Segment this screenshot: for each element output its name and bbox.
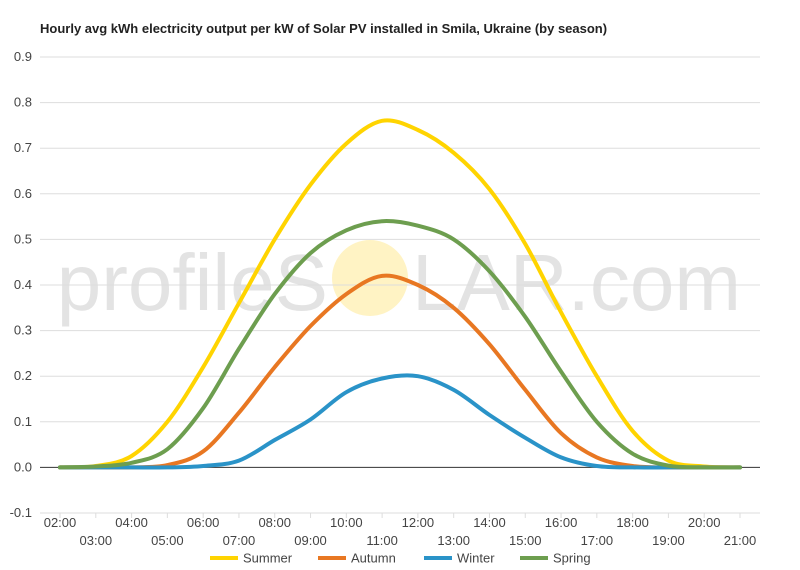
series-line-winter: [58, 373, 742, 470]
y-tick-label: -0.1: [10, 505, 32, 520]
y-tick-label: 0.3: [14, 323, 32, 338]
y-axis-ticks: -0.1 0.0 0.1 0.2 0.3 0.4 0.5 0.6 0.7 0.8 0.9: [10, 49, 32, 520]
legend[interactable]: Summer Autumn Winter Spring: [210, 551, 591, 566]
y-tick-label: 0.0: [14, 459, 32, 474]
legend-item-autumn[interactable]: Autumn: [318, 551, 396, 566]
x-tick-label: 12:00: [402, 515, 435, 530]
x-axis-ticks: 02:0003:0004:0005:0006:0007:0008:0009:00…: [44, 513, 757, 548]
x-tick-label: 18:00: [616, 515, 649, 530]
x-tick-label: 02:00: [44, 515, 77, 530]
y-tick-label: 0.4: [14, 277, 32, 292]
x-tick-label: 20:00: [688, 515, 721, 530]
legend-item-winter[interactable]: Winter: [424, 551, 495, 566]
watermark-text-left: profileS: [57, 238, 328, 327]
x-tick-label: 06:00: [187, 515, 220, 530]
series-lines: [58, 118, 742, 470]
x-tick-label: 05:00: [151, 533, 184, 548]
chart-title: Hourly avg kWh electricity output per kW…: [40, 21, 607, 36]
legend-label: Winter: [457, 551, 495, 566]
y-tick-label: 0.8: [14, 95, 32, 110]
x-tick-label: 07:00: [223, 533, 256, 548]
watermark: profileS LAR.com: [57, 238, 741, 327]
watermark-text-right: LAR.com: [412, 238, 741, 327]
y-tick-label: 0.2: [14, 368, 32, 383]
legend-label: Summer: [243, 551, 293, 566]
x-tick-label: 14:00: [473, 515, 506, 530]
legend-label: Autumn: [351, 551, 396, 566]
x-tick-label: 17:00: [581, 533, 614, 548]
x-tick-label: 04:00: [115, 515, 148, 530]
y-tick-label: 0.9: [14, 49, 32, 64]
y-tick-label: 0.5: [14, 231, 32, 246]
x-tick-label: 15:00: [509, 533, 542, 548]
x-tick-label: 10:00: [330, 515, 363, 530]
x-tick-label: 08:00: [258, 515, 291, 530]
x-tick-label: 19:00: [652, 533, 685, 548]
y-tick-label: 0.6: [14, 186, 32, 201]
legend-item-summer[interactable]: Summer: [210, 551, 293, 566]
series-line-summer: [58, 118, 742, 470]
gridlines: [40, 56, 760, 514]
x-tick-label: 09:00: [294, 533, 327, 548]
x-tick-label: 11:00: [366, 533, 398, 548]
x-tick-label: 03:00: [80, 533, 113, 548]
series-line-spring: [58, 219, 742, 470]
x-tick-label: 13:00: [437, 533, 470, 548]
x-tick-label: 21:00: [724, 533, 757, 548]
y-tick-label: 0.1: [14, 414, 32, 429]
x-tick-label: 16:00: [545, 515, 578, 530]
legend-item-spring[interactable]: Spring: [520, 551, 591, 566]
legend-label: Spring: [553, 551, 591, 566]
y-tick-label: 0.7: [14, 140, 32, 155]
